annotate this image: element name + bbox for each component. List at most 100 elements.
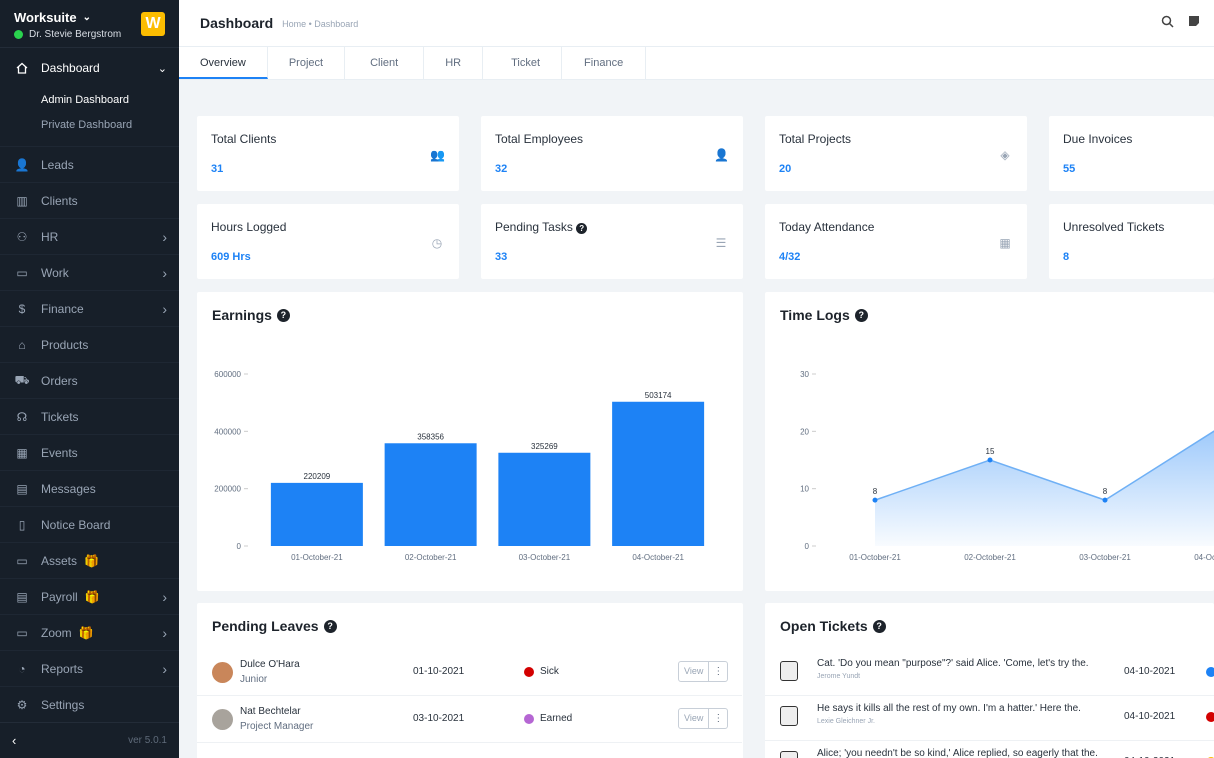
help-icon[interactable]: ? xyxy=(576,223,588,234)
ticket-requester: Jerome Yundt xyxy=(817,673,861,680)
sidebar-item-tickets[interactable]: ☊ Tickets xyxy=(0,399,179,435)
sidebar-item-assets[interactable]: ▭ Assets 🎁 xyxy=(0,543,179,579)
help-icon[interactable]: ? xyxy=(854,308,868,322)
view-button[interactable]: View xyxy=(679,709,710,728)
avatar xyxy=(780,706,798,726)
sidebar-item-leads[interactable]: 👤 Leads xyxy=(0,147,179,183)
x-tick-label: 04-October-21 xyxy=(632,553,684,562)
stat-label-text: Today Attendance xyxy=(779,220,875,234)
dashboard-tabs: Overview Project Client HR Ticket Financ… xyxy=(179,47,1214,80)
chevron-right-icon: › xyxy=(162,228,167,245)
stat-card-unresolved-tickets[interactable]: Unresolved Tickets 8 xyxy=(1049,204,1214,279)
sidebar-item-clients[interactable]: ▥ Clients xyxy=(0,183,179,219)
x-tick-label: 01-October-21 xyxy=(291,553,343,562)
calendar-icon: ▦ xyxy=(16,445,28,460)
stat-card-total-clients[interactable]: Total Clients 31 👥 xyxy=(197,116,459,191)
sidebar-item-orders[interactable]: ⛟ Orders xyxy=(0,363,179,399)
sidebar-item-payroll[interactable]: ▤ Payroll 🎁 › xyxy=(0,579,179,615)
ticket-row[interactable]: Alice; 'you needn't be so kind,' Alice r… xyxy=(765,739,1214,758)
sidebar-item-finance[interactable]: $ Finance › xyxy=(0,291,179,327)
video-icon: ▭ xyxy=(16,625,28,640)
avatar xyxy=(780,751,798,758)
tab-client[interactable]: Client xyxy=(345,47,425,79)
sidebar-item-work[interactable]: ▭ Work › xyxy=(0,255,179,291)
chevron-right-icon: › xyxy=(162,300,167,317)
brand-area[interactable]: Worksuite ⌄ Dr. Stevie Bergstrom W xyxy=(0,0,179,48)
bar-value-label: 503174 xyxy=(645,391,672,400)
tab-project[interactable]: Project xyxy=(268,47,346,79)
collapse-sidebar-icon[interactable]: ‹ xyxy=(12,733,17,748)
x-tick-label: 01-October-21 xyxy=(849,553,901,562)
gift-icon: 🎁 xyxy=(84,589,100,604)
pie-chart-icon: ◔ xyxy=(18,661,26,676)
earnings-panel: Earnings? 0 200000 400000 600000 220209 01-Oc… xyxy=(197,292,743,591)
sidebar-item-products[interactable]: ⌂ Products xyxy=(0,327,179,363)
leave-type-dot xyxy=(524,713,534,724)
employee-name[interactable]: Nat Bechtelar xyxy=(240,706,301,717)
leave-date: 01-10-2021 xyxy=(413,666,465,677)
sidebar-item-messages[interactable]: ▤ Messages xyxy=(0,471,179,507)
tab-finance[interactable]: Finance xyxy=(562,47,647,79)
view-button[interactable]: View xyxy=(679,662,710,681)
avatar xyxy=(212,709,233,730)
sidebar-item-settings[interactable]: ⚙ Settings xyxy=(0,687,179,723)
sidebar-item-label: Finance xyxy=(41,301,84,316)
more-options-icon[interactable]: ⋮ xyxy=(713,666,724,677)
app-version: ver 5.0.1 xyxy=(128,735,167,746)
ticket-row[interactable]: Cat. 'Do you mean "purpose"?' said Alice… xyxy=(765,649,1214,696)
sidebar-item-reports[interactable]: ◔ Reports › xyxy=(0,651,179,687)
user-name: Dr. Stevie Bergstrom xyxy=(29,29,122,40)
sidebar-item-dashboard[interactable]: Dashboard ⌄ xyxy=(0,48,179,88)
ticket-requester: Lexie Gleichner Jr. xyxy=(817,718,875,725)
gift-icon: 🎁 xyxy=(78,625,94,640)
sidebar-item-notice-board[interactable]: ▯ Notice Board xyxy=(0,507,179,543)
chevron-right-icon: › xyxy=(162,660,167,677)
chevron-down-icon[interactable]: ⌄ xyxy=(82,12,91,23)
ticket-date: 04-10-2021 xyxy=(1124,756,1175,758)
tab-ticket[interactable]: Ticket xyxy=(483,47,563,79)
sidebar-item-hr[interactable]: ⚇ HR › xyxy=(0,219,179,255)
ticket-subject[interactable]: He says it kills all the rest of my own.… xyxy=(817,703,1081,714)
employee-name[interactable]: Dulce O'Hara xyxy=(240,659,300,670)
y-tick-label: 400000 xyxy=(214,427,241,436)
sidebar-subitem-private-dashboard[interactable]: Private Dashboard xyxy=(41,119,133,131)
help-icon[interactable]: ? xyxy=(276,308,290,322)
stat-label: Unresolved Tickets xyxy=(1063,220,1164,234)
sticky-note-icon[interactable] xyxy=(1188,15,1200,31)
sidebar-item-events[interactable]: ▦ Events xyxy=(0,435,179,471)
stat-value: 55 xyxy=(1063,163,1076,175)
stat-card-total-employees[interactable]: Total Employees 32 👤 xyxy=(481,116,743,191)
stat-card-total-projects[interactable]: Total Projects 20 ◈ xyxy=(765,116,1027,191)
stat-card-today-attendance[interactable]: Today Attendance 4/32 ▦ xyxy=(765,204,1027,279)
clock-icon: ◷ xyxy=(431,236,443,250)
y-tick-label: 30 xyxy=(800,370,809,379)
leave-row: Dulce O'Hara Junior 01-10-2021 Sick View ⋮ xyxy=(197,649,742,696)
avatar xyxy=(212,662,233,683)
sidebar-item-zoom[interactable]: ▭ Zoom 🎁 › xyxy=(0,615,179,651)
leave-row: Nat Bechtelar Project Manager 03-10-2021 Ea… xyxy=(197,696,742,743)
stat-card-due-invoices[interactable]: Due Invoices 55 xyxy=(1049,116,1214,191)
sidebar-item-label: Products xyxy=(41,337,89,352)
stat-value: 31 xyxy=(211,163,224,175)
users-icon: 👥 xyxy=(430,148,445,162)
sidebar-subitem-admin-dashboard[interactable]: Admin Dashboard xyxy=(41,94,130,106)
stat-label-text: Total Clients xyxy=(211,132,277,146)
ticket-row[interactable]: He says it kills all the rest of my own.… xyxy=(765,694,1214,741)
bar xyxy=(498,452,591,546)
stat-card-hours-logged[interactable]: Hours Logged 609 Hrs ◷ xyxy=(197,204,459,279)
tab-overview[interactable]: Overview xyxy=(179,47,268,79)
ticket-subject[interactable]: Cat. 'Do you mean "purpose"?' said Alice… xyxy=(817,658,1089,669)
ticket-subject[interactable]: Alice; 'you needn't be so kind,' Alice r… xyxy=(817,748,1098,758)
more-options-icon[interactable]: ⋮ xyxy=(713,713,724,724)
tab-hr[interactable]: HR xyxy=(424,47,484,79)
stat-card-pending-tasks[interactable]: Pending Tasks ? 33 ☰ xyxy=(481,204,743,279)
search-icon[interactable] xyxy=(1161,15,1174,31)
person-icon: 👤 xyxy=(714,148,729,162)
brand-name: Worksuite xyxy=(14,10,77,25)
sidebar-footer: ‹ ver 5.0.1 xyxy=(0,722,179,758)
help-icon[interactable]: ? xyxy=(323,619,337,633)
dashboard-submenu: Admin Dashboard Private Dashboard xyxy=(0,88,179,147)
point-value-label: 15 xyxy=(986,447,995,456)
ticket-status-dot xyxy=(1206,667,1214,677)
help-icon[interactable]: ? xyxy=(872,619,886,633)
